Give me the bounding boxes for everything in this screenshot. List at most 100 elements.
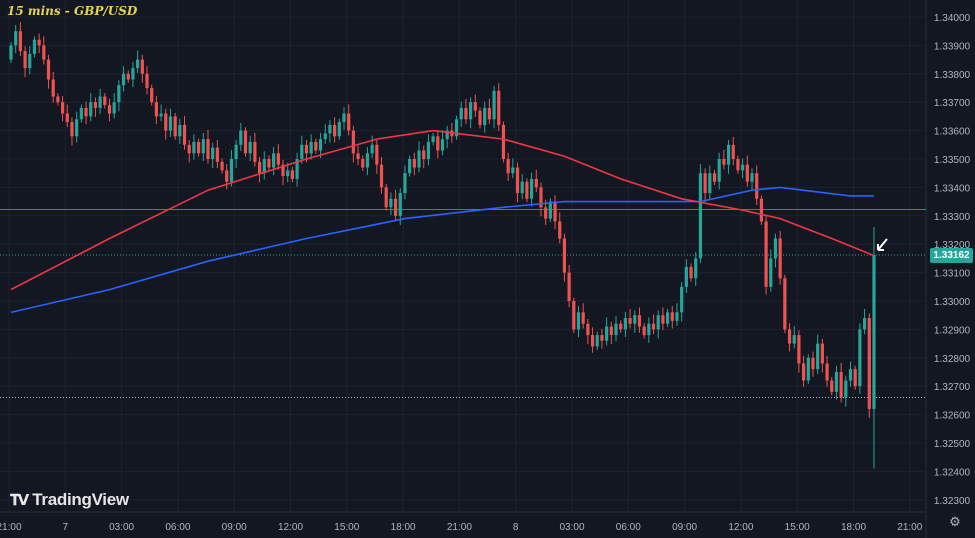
y-tick-label: 1.33200 xyxy=(934,240,971,251)
candle-body xyxy=(483,107,487,125)
candle-body xyxy=(220,161,224,171)
tradingview-logo: 𝐓𝗩 TradingView xyxy=(10,490,129,510)
candle xyxy=(689,263,693,282)
candle-body xyxy=(778,238,782,279)
candle-body xyxy=(741,164,745,171)
candle xyxy=(769,249,773,292)
candle-body xyxy=(492,90,496,120)
candle xyxy=(515,162,520,203)
candle-body xyxy=(830,380,834,392)
candle-body xyxy=(464,107,468,120)
x-tick-label: 21:00 xyxy=(0,522,22,533)
y-tick-label: 1.33300 xyxy=(934,212,971,223)
candle-body xyxy=(154,102,158,117)
candle-body xyxy=(834,372,839,392)
candle-body xyxy=(23,51,27,69)
x-tick-label: 21:00 xyxy=(447,522,472,533)
candle xyxy=(136,50,140,73)
candle xyxy=(187,139,191,163)
candle xyxy=(755,165,759,206)
candle-body xyxy=(454,119,459,137)
candle-body xyxy=(773,238,778,259)
candle-body xyxy=(867,318,871,409)
candle xyxy=(272,147,276,176)
candle-body xyxy=(159,113,163,117)
y-tick-label: 1.32700 xyxy=(934,382,971,393)
candle xyxy=(511,158,515,179)
x-tick-label: 03:00 xyxy=(559,522,584,533)
candle xyxy=(609,321,613,345)
candle-body xyxy=(511,167,515,174)
candle xyxy=(529,172,534,207)
candle-body xyxy=(417,150,421,168)
candle xyxy=(309,134,313,160)
candle xyxy=(173,112,177,140)
x-tick-label: 03:00 xyxy=(109,522,134,533)
candle-body xyxy=(267,159,271,168)
candle xyxy=(839,362,843,403)
gear-icon[interactable]: ⚙ xyxy=(949,514,961,529)
candle-body xyxy=(642,326,646,336)
candle xyxy=(745,155,749,187)
candle xyxy=(93,97,98,117)
candle xyxy=(539,182,543,217)
candle-body xyxy=(173,116,177,137)
candle-body xyxy=(412,159,416,168)
candle xyxy=(576,306,581,338)
candle xyxy=(159,104,163,122)
candle-body xyxy=(65,113,69,123)
candle xyxy=(79,104,83,123)
candle-body xyxy=(515,167,520,194)
candle-body xyxy=(248,141,252,154)
candle-body xyxy=(802,363,806,381)
candle xyxy=(567,264,571,308)
moving-average-blue-line xyxy=(10,186,874,314)
candle-body xyxy=(145,73,149,88)
candle-body xyxy=(525,181,529,199)
candle-body xyxy=(431,136,435,142)
candle-body xyxy=(117,85,121,103)
candle xyxy=(182,115,187,150)
candle xyxy=(393,189,398,221)
candle xyxy=(239,122,243,152)
x-tick-label: 8 xyxy=(513,522,519,533)
candle-body xyxy=(318,139,323,151)
candle xyxy=(351,125,355,163)
candle xyxy=(825,355,829,387)
candle-body xyxy=(459,107,463,120)
candle-body xyxy=(605,326,609,341)
candle xyxy=(201,132,205,161)
candle-body xyxy=(759,198,763,222)
candle-body xyxy=(436,136,440,151)
logo-text: TradingView xyxy=(32,490,129,509)
candle-body xyxy=(534,178,538,188)
candle-body xyxy=(126,73,130,80)
candle-body xyxy=(694,258,698,279)
candle xyxy=(23,46,27,78)
y-tick-label: 1.32600 xyxy=(934,411,971,422)
candle xyxy=(384,183,388,211)
candle-body xyxy=(140,59,144,74)
candle-body xyxy=(28,53,32,69)
candle-body xyxy=(680,286,684,313)
candle xyxy=(328,120,332,143)
candle-body xyxy=(445,130,449,140)
x-tick-label: 06:00 xyxy=(165,522,190,533)
candle-body xyxy=(619,323,623,330)
candle-body xyxy=(239,130,243,145)
candle xyxy=(595,331,599,350)
candle xyxy=(572,297,576,333)
candle xyxy=(619,320,623,333)
candle-body xyxy=(633,315,637,324)
candle xyxy=(9,41,13,64)
candle-body xyxy=(361,159,365,168)
candle xyxy=(192,134,196,160)
candle-body xyxy=(309,141,313,154)
candle xyxy=(670,306,674,329)
candle xyxy=(215,139,219,169)
candle xyxy=(32,36,37,58)
candle xyxy=(323,124,327,144)
candle-body xyxy=(811,357,815,370)
candle-body xyxy=(755,173,759,199)
